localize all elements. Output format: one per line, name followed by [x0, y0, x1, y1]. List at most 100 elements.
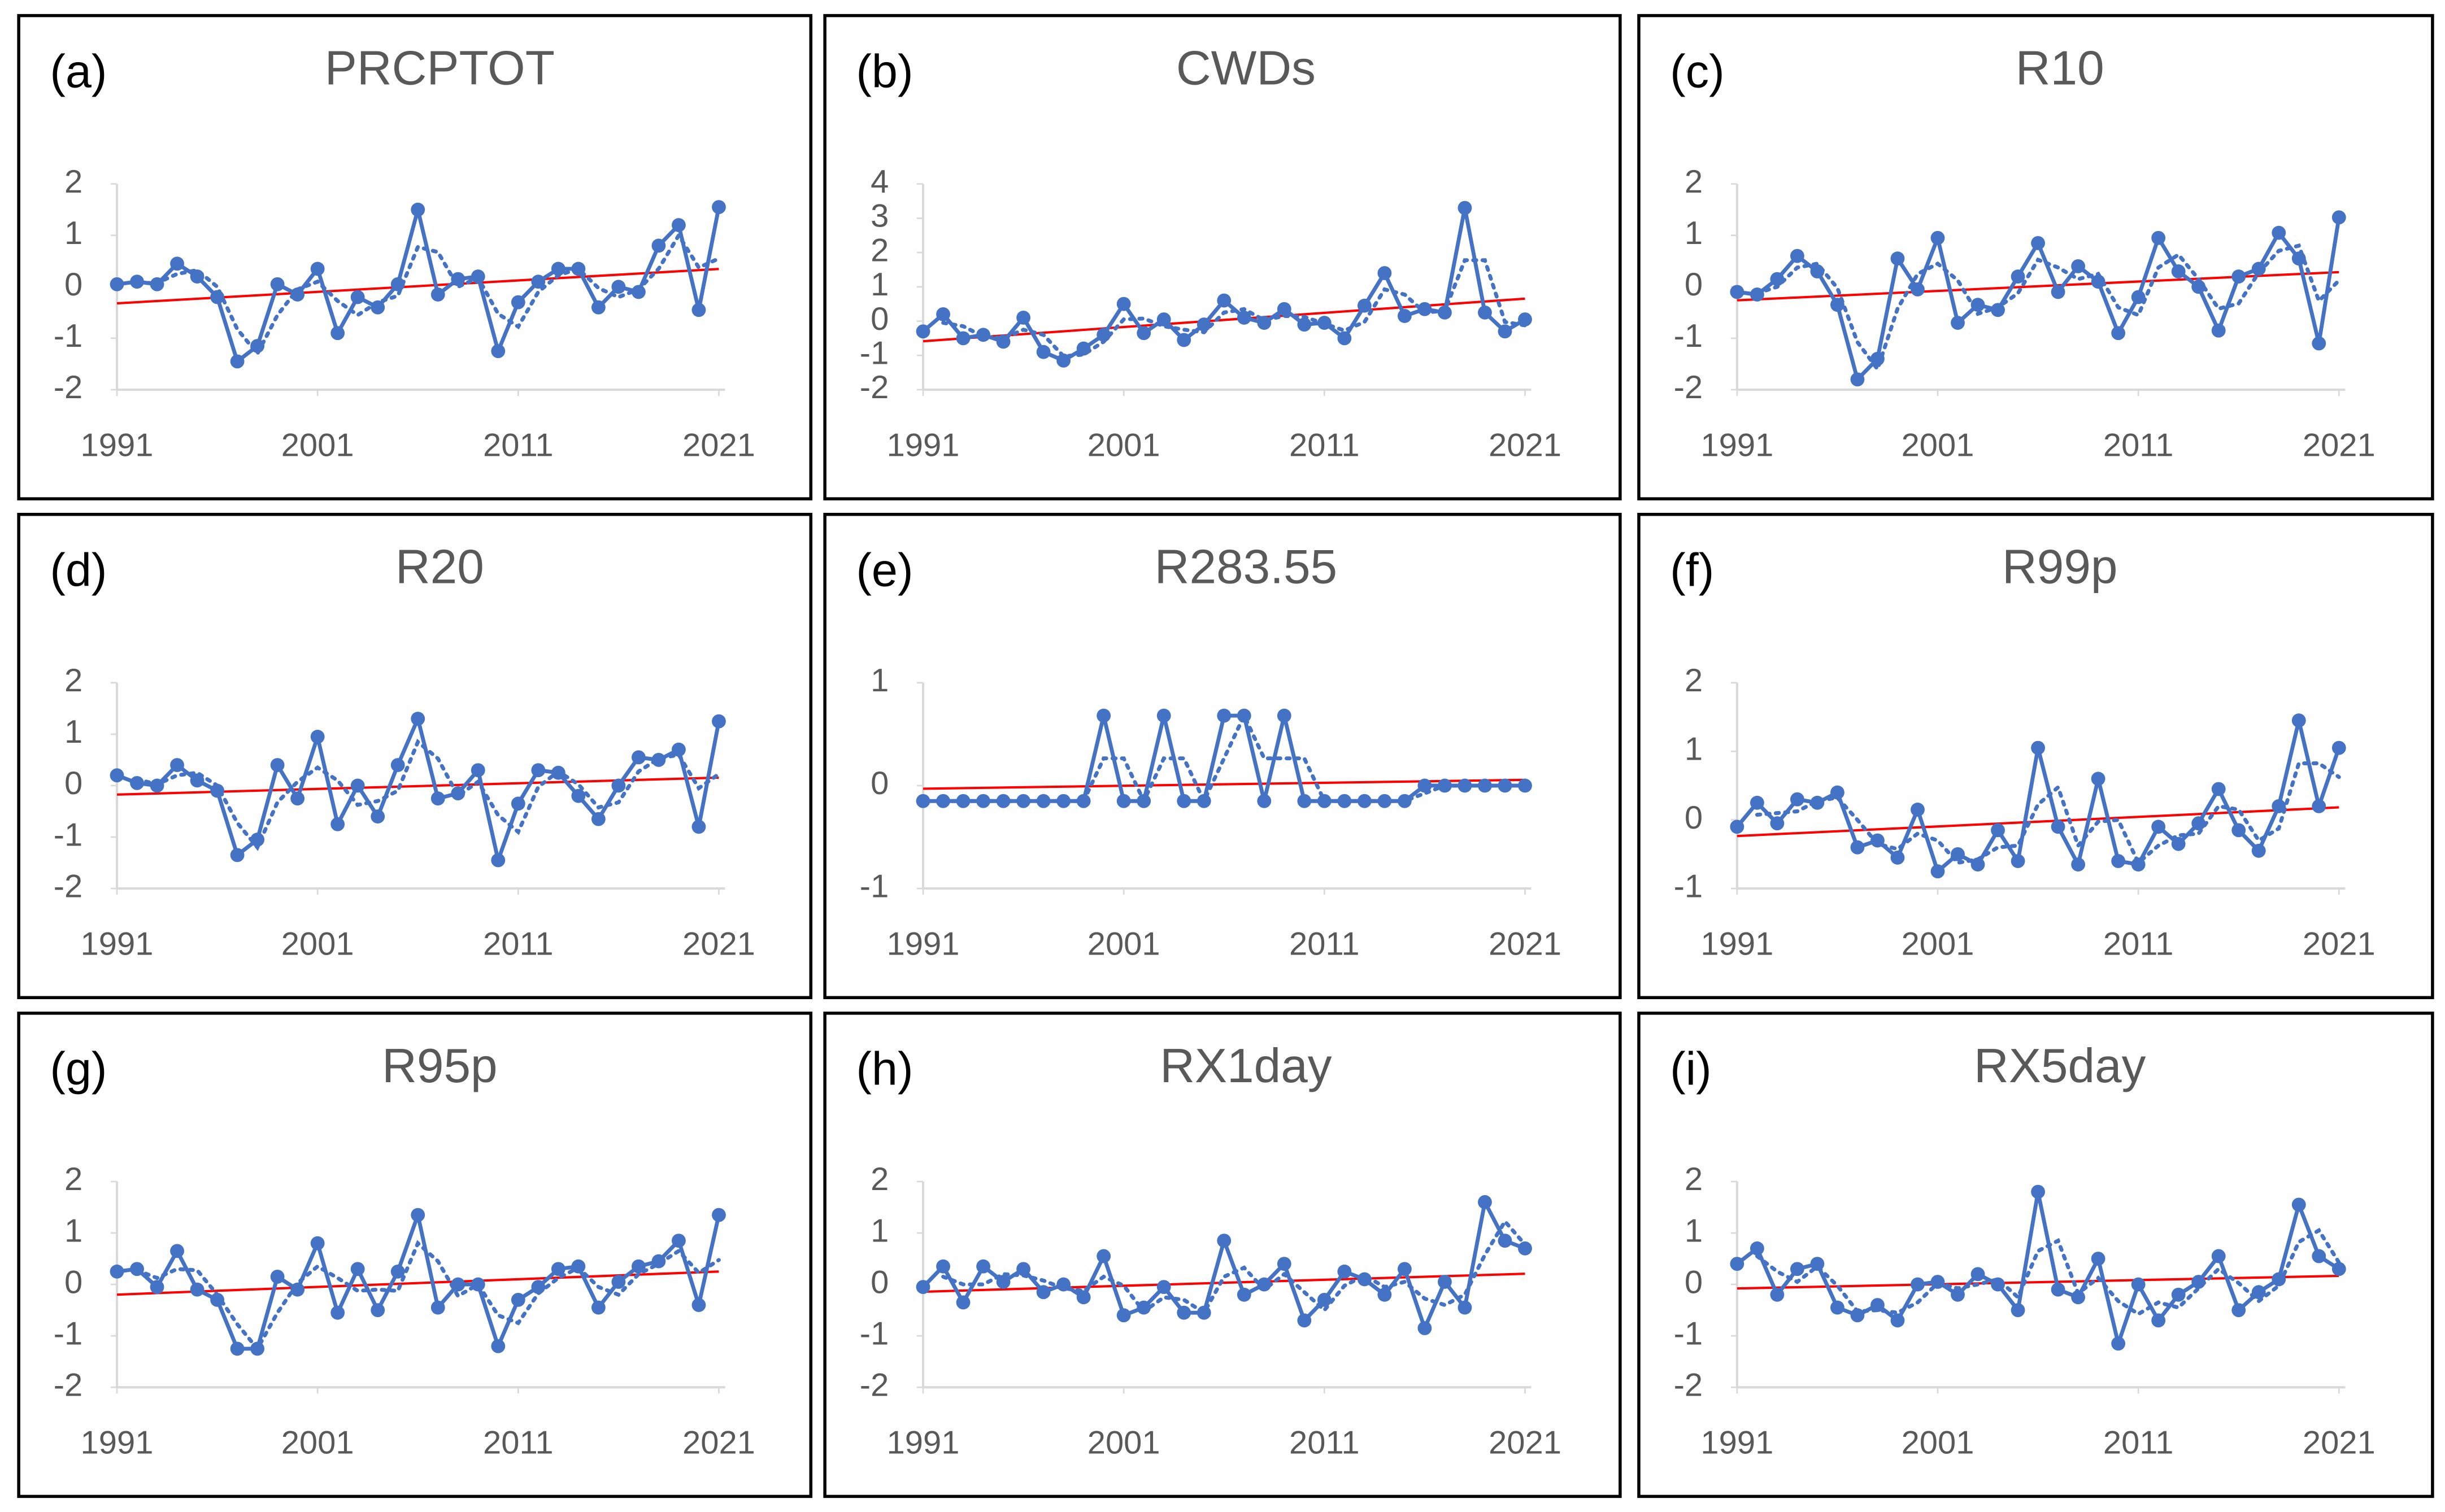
data-point	[390, 758, 405, 772]
panel: (c) R10 -2 -1 0 1 2 1991 2001 2011 2021	[1637, 14, 2434, 500]
panel-label: (b)	[856, 45, 913, 97]
data-point	[1156, 312, 1171, 326]
data-point	[936, 307, 950, 321]
data-point	[2291, 251, 2306, 266]
x-tick-label: 1991	[81, 926, 154, 962]
chart-title: R283.55	[1155, 541, 1337, 594]
data-point	[651, 752, 666, 767]
data-point	[1197, 317, 1211, 332]
data-point	[2151, 230, 2166, 245]
data-point	[1036, 1285, 1051, 1300]
panel-border	[1637, 14, 2434, 500]
data-point	[190, 773, 205, 788]
data-point	[1116, 1308, 1131, 1323]
panel-border	[823, 14, 1622, 500]
data-point	[371, 809, 385, 823]
panel-label: (f)	[1670, 543, 1714, 596]
data-point	[2071, 857, 2086, 872]
y-tick-label: 0	[1685, 800, 1703, 836]
data-point	[471, 763, 485, 778]
data-point	[1097, 1249, 1111, 1263]
data-point	[2031, 740, 2046, 755]
data-point	[956, 794, 971, 808]
data-point	[1016, 311, 1031, 325]
data-point	[2331, 1262, 2346, 1276]
x-tick-label: 2021	[682, 427, 755, 463]
data-point	[2191, 816, 2206, 831]
x-tick-label: 2011	[2103, 427, 2174, 463]
y-tick-label: 2	[1685, 663, 1703, 699]
data-point	[1156, 1280, 1171, 1295]
data-point	[1750, 1241, 1764, 1256]
data-point	[1478, 1195, 1492, 1209]
data-point	[1930, 1275, 1945, 1289]
data-point	[571, 1259, 586, 1274]
data-point	[2312, 799, 2326, 813]
moving-average	[135, 738, 721, 851]
data-point	[1257, 1277, 1272, 1292]
data-point	[611, 1275, 626, 1289]
x-tick-label: 2021	[682, 1425, 755, 1461]
x-tick-label: 1991	[1700, 427, 1773, 463]
data-point	[2231, 269, 2246, 284]
x-tick-label: 1991	[1700, 926, 1773, 962]
data-point	[290, 791, 305, 806]
data-point	[1397, 794, 1412, 808]
data-point	[2011, 854, 2025, 868]
data-point	[1478, 305, 1492, 320]
data-point	[1016, 1262, 1031, 1276]
data-point	[150, 1280, 164, 1295]
data-point	[190, 1282, 205, 1297]
data-point	[2091, 274, 2105, 289]
data-point	[2211, 323, 2226, 338]
data-point	[130, 274, 144, 289]
data-point	[976, 794, 991, 808]
data-point	[1730, 820, 1744, 834]
data-point	[310, 1236, 325, 1250]
y-tick-label: 0	[871, 1264, 889, 1300]
data-point	[491, 853, 506, 868]
data-point	[936, 1259, 950, 1274]
data-point	[1951, 847, 1965, 861]
data-point	[2211, 782, 2226, 796]
data-point	[1498, 1234, 1512, 1248]
data-point	[2111, 326, 2126, 341]
data-point	[1770, 816, 1785, 831]
data-point	[1790, 1262, 1804, 1276]
chart-title: RX1day	[1160, 1039, 1332, 1093]
data-point	[691, 1298, 706, 1312]
chart-title: CWDs	[1176, 42, 1316, 95]
x-tick-label: 2001	[1902, 1425, 1974, 1461]
y-tick-label: 1	[1685, 731, 1703, 768]
data-point	[2051, 1282, 2065, 1297]
data-point	[2231, 1303, 2246, 1318]
data-point	[1036, 794, 1051, 808]
data-point	[430, 1300, 445, 1315]
x-tick-label: 1991	[887, 1425, 960, 1461]
data-point	[1518, 778, 1532, 793]
y-tick-label: -2	[1674, 369, 1703, 406]
chart-title: RX5day	[1974, 1039, 2146, 1093]
data-point	[170, 758, 184, 772]
data-point	[1911, 1277, 1925, 1292]
data-point	[1730, 1257, 1744, 1271]
data-point	[210, 1292, 225, 1307]
data-point	[1930, 864, 1945, 879]
data-point	[1750, 287, 1764, 302]
data-point	[591, 1300, 606, 1315]
data-point	[1317, 316, 1332, 330]
chart-title: R10	[2016, 42, 2104, 95]
data-point	[190, 269, 205, 284]
data-point	[1790, 792, 1804, 807]
y-tick-label: 0	[1685, 267, 1703, 303]
data-point	[916, 794, 930, 808]
data-point	[451, 786, 465, 801]
data-point	[691, 820, 706, 834]
data-point	[2251, 262, 2266, 276]
data-point	[230, 1341, 245, 1356]
data-point	[1177, 333, 1191, 347]
data-point	[2171, 836, 2186, 851]
x-tick-label: 2001	[1087, 427, 1160, 463]
data-point	[270, 758, 285, 772]
data-point	[371, 1303, 385, 1318]
